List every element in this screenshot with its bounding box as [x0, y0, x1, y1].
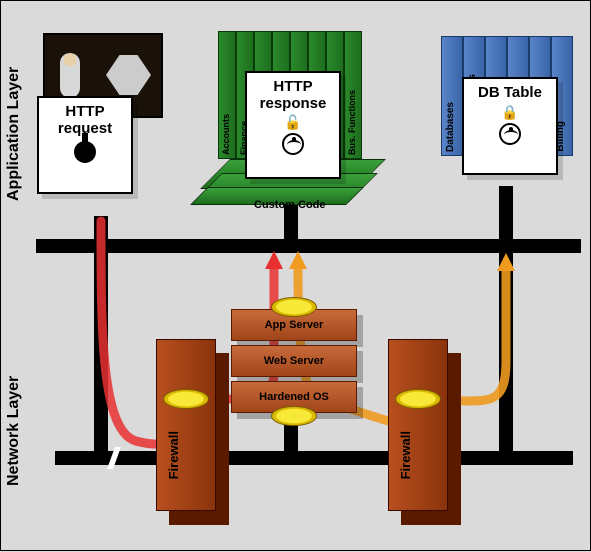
firewall-2	[388, 339, 448, 511]
custom-code-label: Custom Code	[254, 199, 326, 211]
response-arrowhead-app	[289, 251, 307, 269]
mod-accounts: Accounts	[218, 31, 236, 159]
resp-title-1: HTTP	[273, 79, 312, 96]
unlock-icon: 🔓	[284, 114, 301, 131]
fw1-label: Firewall	[166, 431, 181, 479]
network-layer-label: Network Layer	[5, 336, 23, 486]
fw2-hole	[395, 389, 441, 409]
hazard-icon-2	[499, 123, 521, 145]
http-request-card: HTTP request	[37, 96, 133, 194]
application-layer-label: Application Layer	[5, 41, 23, 201]
request-arrowhead	[265, 251, 283, 269]
db-table-card: DB Table 🔒	[462, 77, 558, 175]
db-databases: Databases	[441, 36, 463, 156]
firewall-1	[156, 339, 216, 511]
lock-icon: 🔒	[501, 104, 518, 121]
resp-title-2: response	[260, 96, 327, 113]
attacker-drop	[94, 216, 108, 459]
bomb-icon	[74, 141, 96, 163]
mod-bus: Bus. Functions	[344, 31, 362, 159]
server-ring-top	[271, 297, 317, 317]
fw1-hole	[163, 389, 209, 409]
fw2-label: Firewall	[398, 431, 413, 479]
web-server: Web Server	[231, 345, 357, 377]
db-title: DB Table	[478, 85, 542, 102]
req-title-1: HTTP	[65, 104, 104, 121]
http-response-card: HTTP response 🔓	[245, 71, 341, 179]
hazard-icon	[282, 133, 304, 155]
server-ring-bot	[271, 406, 317, 426]
db-drop	[499, 186, 513, 461]
net-bus-bar	[55, 451, 573, 465]
